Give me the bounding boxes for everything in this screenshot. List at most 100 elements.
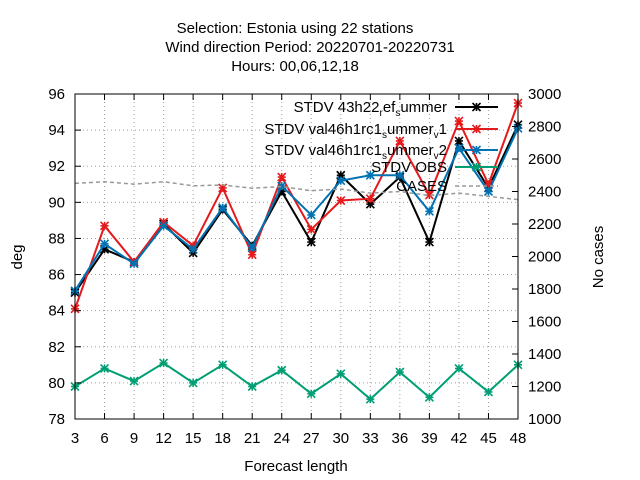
data-point [365, 194, 375, 204]
series-4 [70, 358, 523, 404]
data-point [395, 136, 405, 146]
series-line [74, 102, 519, 310]
y-tick-label: 94 [48, 122, 65, 139]
y2-tick-label: 1600 [528, 314, 561, 331]
chart-title-line-1: Selection: Estonia using 22 stations [177, 20, 414, 37]
y2-tick-label: 2600 [528, 151, 561, 168]
x-tick-label: 3 [71, 430, 79, 447]
data-point [159, 358, 169, 368]
y-tick-label: 88 [48, 230, 65, 247]
y-tick-label: 96 [48, 86, 65, 103]
x-tick-label: 42 [451, 430, 468, 447]
data-point [483, 186, 494, 197]
data-point [99, 239, 110, 249]
axes: 3 6 9 12 15 18 21 24 27 30 33 36 39 42 45 4878808284868… [48, 86, 561, 447]
x-tick-label: 30 [332, 430, 349, 447]
data-point [277, 172, 287, 182]
data-point [247, 242, 257, 253]
y2-tick-label: 3000 [528, 86, 561, 103]
data-point [483, 387, 494, 397]
data-point [247, 381, 257, 392]
series-line [74, 127, 519, 292]
data-point [129, 259, 139, 269]
x-tick-label: 18 [214, 430, 231, 447]
data-point [454, 116, 464, 126]
data-point [306, 237, 316, 247]
data-point [454, 136, 464, 146]
x-tick-label: 9 [130, 430, 138, 447]
data-point [424, 206, 434, 216]
data-point [454, 363, 464, 374]
series-line [74, 361, 519, 401]
legend-label: STDV val46h1rc1summerv2 [264, 142, 447, 162]
y2-tick-label: 2200 [528, 216, 561, 233]
legend-marker [471, 162, 482, 172]
data-point [336, 176, 346, 186]
x-tick-label: 45 [480, 430, 497, 447]
x-tick-label: 33 [362, 430, 379, 447]
y2-tick-label: 1800 [528, 281, 561, 298]
legend-label: STDV val46h1rc1summerv1 [264, 121, 447, 141]
x-axis-label: Forecast length [244, 458, 347, 475]
data-point [247, 250, 257, 260]
y-axis-label: deg [9, 244, 26, 269]
y2-tick-label: 2800 [528, 119, 561, 136]
legend-label: STDV 43h22refsummer [294, 99, 447, 119]
x-tick-label: 21 [244, 430, 261, 447]
legend-label: STDV OBS [371, 159, 447, 176]
data-point [277, 181, 287, 191]
x-tick-label: 48 [510, 430, 527, 447]
data-point [336, 195, 346, 206]
data-point [188, 244, 198, 254]
y-tick-label: 90 [48, 194, 65, 211]
data-point [99, 221, 110, 231]
y-tick-label: 92 [48, 158, 65, 175]
data-point [424, 237, 434, 247]
x-tick-label: 12 [155, 430, 172, 447]
data-point [336, 369, 346, 379]
data-point [159, 221, 169, 231]
y2-axis-label: No cases [590, 226, 607, 289]
y2-tick-label: 1400 [528, 346, 561, 363]
data-point [188, 378, 198, 388]
y-tick-label: 78 [48, 411, 65, 428]
x-tick-label: 39 [421, 430, 438, 447]
legend-marker [471, 145, 482, 155]
series-line [74, 180, 519, 201]
chart-title-line-2: Wind direction Period: 20220701-20220731 [165, 39, 454, 56]
data-point [218, 360, 228, 370]
y-tick-label: 86 [48, 267, 65, 284]
data-point [218, 203, 228, 213]
y-tick-label: 82 [48, 339, 65, 356]
data-point [277, 365, 287, 375]
chart-title-line-3: Hours: 00,06,12,18 [231, 58, 359, 75]
x-tick-label: 27 [303, 430, 320, 447]
x-tick-label: 15 [185, 430, 202, 447]
y2-tick-label: 2000 [528, 249, 561, 266]
legend-label: CASES [396, 178, 447, 195]
x-tick-label: 36 [392, 430, 409, 447]
data-point [365, 170, 375, 180]
data-point [424, 392, 434, 402]
data-point [365, 394, 375, 404]
legend-marker [471, 124, 482, 134]
data-point [306, 389, 316, 399]
x-tick-label: 24 [273, 430, 290, 447]
series-5 [74, 180, 519, 201]
data-point [306, 224, 316, 234]
data-point [129, 376, 139, 386]
data-point [395, 170, 405, 180]
y-tick-label: 84 [48, 303, 65, 320]
y2-tick-label: 1000 [528, 411, 561, 428]
data-point [306, 210, 316, 220]
y2-tick-label: 2400 [528, 184, 561, 201]
legend-marker [471, 102, 482, 112]
data-point [99, 363, 110, 374]
y2-tick-label: 1200 [528, 379, 561, 396]
data-point [395, 367, 405, 377]
y-tick-label: 80 [48, 375, 65, 392]
series-layer [70, 98, 523, 404]
x-tick-label: 6 [100, 430, 108, 447]
